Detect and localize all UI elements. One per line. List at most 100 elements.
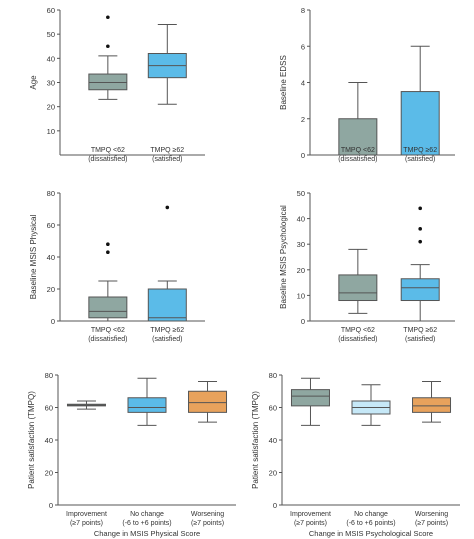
x-axis-title: Change in MSIS Psychological Score — [309, 529, 433, 538]
y-tick-label: 20 — [297, 266, 305, 275]
x-tick-label: No change — [354, 511, 388, 518]
x-tick-label: Improvement — [290, 511, 331, 518]
outlier-point — [106, 15, 110, 20]
outlier-point — [418, 239, 423, 244]
iqr-box — [338, 274, 378, 302]
y-tick-label: 50 — [47, 30, 55, 39]
iqr-box — [188, 390, 228, 413]
box-group-1: Improvement (≥7 points) — [66, 400, 107, 527]
x-tick-label: (satisfied) — [152, 336, 182, 343]
iqr-box — [147, 288, 187, 322]
x-axis-title: Change in MSIS Physical Score — [94, 529, 200, 538]
box-group-2: TMPQ ≥62 (satisfied) — [400, 45, 440, 163]
chart-panel-2: 0 2 4 6 8 Baseline EDSS TMPQ <62 (dissatisfied)… — [279, 6, 455, 163]
y-tick-label: 60 — [269, 404, 277, 413]
y-tick-label: 4 — [301, 79, 305, 88]
outlier-point — [418, 227, 423, 231]
outlier-point — [106, 242, 110, 246]
x-tick-label: (≥7 points) — [70, 520, 103, 527]
x-tick-label: Worsening — [415, 511, 448, 518]
y-tick-label: 50 — [297, 189, 305, 198]
x-tick-label: (satisfied) — [152, 156, 182, 163]
iqr-box — [127, 397, 167, 413]
x-tick-label: (dissatisfied) — [88, 336, 127, 343]
y-tick-label: 40 — [269, 436, 277, 445]
x-tick-label: (≥7 points) — [415, 520, 448, 527]
y-axis-title: Age — [29, 75, 38, 90]
x-tick-label: Worsening — [191, 511, 224, 518]
chart-panel-5: 0 20 40 60 80 Patient satisfaction (TMPQ) Chan… — [27, 371, 236, 538]
y-tick-label: 10 — [47, 127, 55, 136]
iqr-box — [400, 91, 440, 156]
y-axis-title: Patient satisfaction (TMPQ) — [251, 391, 260, 489]
x-tick-label: (dissatisfied) — [338, 336, 377, 343]
y-tick-label: 0 — [301, 317, 305, 326]
x-tick-label: (≥7 points) — [191, 520, 224, 527]
x-tick-label: No change — [130, 511, 164, 518]
y-tick-label: 20 — [45, 469, 53, 478]
box-group-1: Improvement (≥7 points) — [290, 377, 331, 527]
y-axis-title: Baseline MSIS Psychological — [279, 205, 288, 309]
iqr-box — [88, 296, 128, 319]
x-tick-label: (satisfied) — [405, 336, 435, 343]
y-axis-title: Patient satisfaction (TMPQ) — [27, 391, 36, 489]
y-tick-label: 20 — [47, 285, 55, 294]
y-tick-label: 0 — [301, 151, 305, 160]
y-tick-label: 20 — [47, 103, 55, 112]
outlier-point — [165, 205, 170, 210]
x-tick-label: (-6 to +6 points) — [122, 520, 171, 527]
iqr-box — [290, 389, 330, 407]
y-tick-label: 80 — [45, 371, 53, 380]
x-tick-label: TMPQ ≥62 — [150, 147, 184, 154]
y-tick-label: 10 — [297, 291, 305, 300]
x-tick-label: Improvement — [66, 511, 107, 518]
box-group-3: Worsening (≥7 points) — [188, 381, 228, 527]
y-tick-label: 0 — [273, 501, 277, 510]
y-tick-label: 30 — [297, 240, 305, 249]
outlier-point — [418, 206, 423, 211]
y-tick-label: 60 — [47, 221, 55, 230]
x-tick-label: (dissatisfied) — [88, 156, 127, 163]
y-tick-label: 40 — [297, 215, 305, 224]
box-group-3: Worsening (≥7 points) — [412, 381, 452, 527]
y-tick-label: 0 — [49, 501, 53, 510]
y-tick-label: 60 — [45, 404, 53, 413]
y-tick-label: 40 — [47, 253, 55, 262]
box-group-1: TMPQ <62 (dissatisfied) — [338, 248, 378, 343]
y-axis-title: Baseline EDSS — [279, 55, 288, 110]
x-tick-label: (satisfied) — [405, 156, 435, 163]
iqr-box — [88, 73, 128, 91]
y-axis-title: Baseline MSIS Physical — [29, 215, 38, 300]
x-tick-label: (≥7 points) — [294, 520, 327, 527]
y-tick-label: 20 — [269, 469, 277, 478]
chart-panel-4: 0 10 20 30 40 50 Baseline MSIS Psychological TM… — [279, 189, 455, 343]
chart-panel-3: 0 20 40 60 80 Baseline MSIS Physical TMPQ <62 (… — [29, 189, 205, 343]
x-tick-label: TMPQ ≥62 — [403, 327, 437, 334]
outlier-point — [106, 250, 110, 254]
y-tick-label: 30 — [47, 79, 55, 88]
box-group-2: No change (-6 to +6 points) — [122, 377, 172, 527]
iqr-box — [412, 397, 452, 413]
x-tick-label: TMPQ <62 — [91, 327, 125, 334]
box-group-2: No change (-6 to +6 points) — [346, 384, 396, 527]
box-group-2: TMPQ ≥62 (satisfied) — [400, 206, 440, 343]
x-tick-label: TMPQ ≥62 — [403, 147, 437, 154]
y-tick-label: 80 — [47, 189, 55, 198]
x-tick-label: (dissatisfied) — [338, 156, 377, 163]
y-tick-label: 40 — [47, 54, 55, 63]
y-tick-label: 6 — [301, 42, 305, 51]
y-tick-label: 8 — [301, 6, 305, 15]
x-tick-label: (-6 to +6 points) — [346, 520, 395, 527]
y-tick-label: 2 — [301, 115, 305, 124]
box-group-2: TMPQ ≥62 (satisfied) — [147, 205, 187, 343]
y-tick-label: 0 — [51, 317, 55, 326]
box-group-1: TMPQ <62 (dissatisfied) — [88, 242, 127, 343]
iqr-box — [400, 278, 440, 302]
x-tick-label: TMPQ <62 — [91, 147, 125, 154]
box-group-1: TMPQ <62 (dissatisfied) — [338, 82, 377, 163]
y-tick-label: 60 — [47, 6, 55, 15]
box-group-1: TMPQ <62 (dissatisfied) — [88, 15, 127, 163]
x-tick-label: TMPQ <62 — [341, 327, 375, 334]
